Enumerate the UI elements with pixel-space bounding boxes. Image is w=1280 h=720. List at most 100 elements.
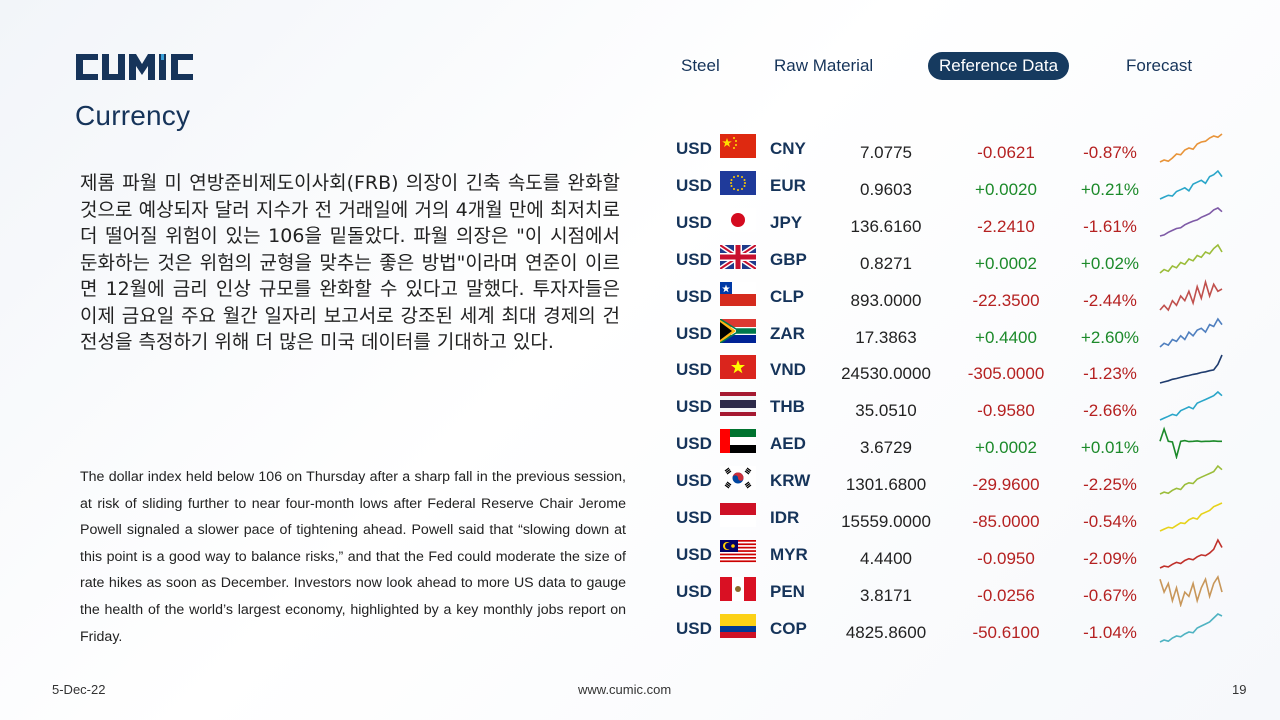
currency-code: CNY bbox=[770, 139, 806, 158]
footer-website[interactable]: www.cumic.com bbox=[578, 682, 672, 697]
currency-code: JPY bbox=[770, 212, 803, 232]
currency-row-eur: USD EUR 0.9603 +0.0020 +0.21% bbox=[676, 167, 1236, 203]
currency-row-myr: USD MYR 4.4400 -0.0950 -2.09% bbox=[676, 536, 1236, 572]
korea-flag-icon bbox=[720, 466, 756, 491]
base-currency: USD bbox=[676, 323, 712, 343]
sparkline-myr bbox=[1159, 538, 1223, 569]
exchange-rate: 4825.8600 bbox=[845, 622, 927, 642]
china-flag-icon bbox=[720, 134, 756, 158]
nav-forecast[interactable]: Forecast bbox=[1126, 56, 1193, 75]
currency-row-zar: USD ZAR 17.3863 +0.4400 +2.60% bbox=[676, 315, 1236, 351]
exchange-rate: 0.9603 bbox=[860, 179, 912, 199]
sparkline-pen bbox=[1159, 574, 1223, 607]
sparkline-vnd bbox=[1159, 355, 1223, 385]
percent-change: +0.21% bbox=[1080, 179, 1140, 199]
rate-change: -22.3500 bbox=[972, 290, 1040, 310]
rate-change: -0.0256 bbox=[977, 585, 1035, 605]
rate-change: -29.9600 bbox=[972, 475, 1040, 495]
percent-change: -1.23% bbox=[1083, 364, 1137, 384]
uk-flag-icon bbox=[720, 244, 756, 269]
exchange-rate: 136.6160 bbox=[850, 216, 922, 236]
sparkline-krw bbox=[1159, 464, 1223, 495]
currency-code: GBP bbox=[770, 249, 807, 269]
percent-change: -0.54% bbox=[1083, 512, 1137, 531]
currency-row-aed: USD AED 3.6729 +0.0002 +0.01% bbox=[676, 425, 1236, 461]
sparkline-line bbox=[1159, 317, 1223, 348]
eu-flag-icon bbox=[720, 170, 756, 195]
exchange-rate: 7.0775 bbox=[860, 143, 912, 162]
indonesia-flag-icon bbox=[720, 503, 756, 527]
currency-code: EUR bbox=[770, 175, 806, 195]
base-currency: USD bbox=[676, 508, 712, 527]
page-number: 19 bbox=[1232, 682, 1247, 697]
sparkline-thb bbox=[1159, 391, 1223, 422]
currency-row-krw: USD KRW 1301.6800 -29.9600 -2.25% bbox=[676, 462, 1236, 498]
sparkline-cop bbox=[1159, 612, 1223, 643]
sparkline-line bbox=[1159, 538, 1223, 569]
rate-change: -0.9580 bbox=[977, 401, 1035, 421]
korean-summary: 제롬 파월 미 연방준비제도이사회(FRB) 의장이 긴축 속도를 완화할 것으… bbox=[80, 172, 620, 353]
base-currency: USD bbox=[676, 360, 712, 380]
uae-flag-icon bbox=[720, 429, 756, 454]
percent-change: -2.66% bbox=[1083, 401, 1137, 421]
currency-row-cop: USD COP 4825.8600 -50.6100 -1.04% bbox=[676, 610, 1236, 646]
sparkline-line bbox=[1159, 133, 1223, 163]
rate-change: +0.0002 bbox=[975, 253, 1037, 273]
rate-change: +0.0020 bbox=[975, 179, 1037, 199]
currency-code: KRW bbox=[770, 471, 811, 491]
base-currency: USD bbox=[676, 139, 712, 158]
nav-raw-material[interactable]: Raw Material bbox=[774, 56, 874, 75]
sparkline-line bbox=[1159, 464, 1223, 495]
exchange-rate: 893.0000 bbox=[850, 290, 922, 310]
rate-change: -305.0000 bbox=[967, 364, 1045, 384]
sparkline-line bbox=[1159, 355, 1223, 385]
colombia-flag-icon bbox=[720, 613, 756, 638]
percent-change: -0.67% bbox=[1083, 585, 1137, 605]
currency-code: AED bbox=[770, 434, 806, 454]
base-currency: USD bbox=[676, 544, 712, 564]
nav-steel[interactable]: Steel bbox=[681, 56, 720, 75]
exchange-rate: 3.8171 bbox=[860, 585, 912, 605]
base-currency: USD bbox=[676, 175, 712, 195]
currency-row-cny: USD CNY 7.0775 -0.0621 -0.87% bbox=[676, 130, 1236, 166]
rate-change: -0.0950 bbox=[977, 548, 1035, 568]
currency-code: MYR bbox=[770, 544, 808, 564]
percent-change: -0.87% bbox=[1083, 143, 1137, 162]
peru-flag-icon bbox=[720, 576, 756, 601]
rate-change: +0.0002 bbox=[975, 438, 1037, 458]
south-africa-flag-icon bbox=[720, 318, 756, 343]
currency-code: COP bbox=[770, 618, 807, 638]
currency-row-thb: USD THB 35.0510 -0.9580 -2.66% bbox=[676, 388, 1236, 424]
japan-flag-icon bbox=[720, 207, 756, 232]
sparkline-zar bbox=[1159, 317, 1223, 348]
rate-change: +0.4400 bbox=[975, 327, 1037, 347]
exchange-rate: 4.4400 bbox=[860, 548, 912, 568]
sparkline-cny bbox=[1159, 133, 1223, 163]
currency-row-gbp: USD GBP 0.8271 +0.0002 +0.02% bbox=[676, 241, 1236, 277]
chile-flag-icon bbox=[720, 281, 756, 306]
base-currency: USD bbox=[676, 286, 712, 306]
nav-reference-data[interactable]: Reference Data bbox=[928, 52, 1070, 80]
currency-row-vnd: USD VND 24530.0000 -305.0000 -1.23% bbox=[676, 351, 1236, 387]
base-currency: USD bbox=[676, 581, 712, 601]
currency-row-clp: USD CLP 893.0000 -22.3500 -2.44% bbox=[676, 278, 1236, 314]
english-summary: The dollar index held below 106 on Thurs… bbox=[80, 469, 626, 645]
exchange-rate: 35.0510 bbox=[855, 401, 917, 421]
rate-change: -2.2410 bbox=[977, 216, 1035, 236]
sparkline-line bbox=[1159, 612, 1223, 643]
page-title: Currency bbox=[75, 100, 191, 131]
sparkline-line bbox=[1159, 206, 1223, 237]
base-currency: USD bbox=[676, 618, 712, 638]
top-nav: Steel Raw Material Reference Data Foreca… bbox=[0, 52, 1280, 82]
sparkline-gbp bbox=[1159, 243, 1223, 274]
currency-code: PEN bbox=[770, 581, 805, 601]
footer-date: 5-Dec-22 bbox=[52, 682, 106, 697]
sparkline-line bbox=[1159, 243, 1223, 274]
exchange-rate: 0.8271 bbox=[860, 253, 912, 273]
exchange-rate: 24530.0000 bbox=[841, 364, 931, 384]
sparkline-line bbox=[1159, 278, 1223, 312]
cumic-logo bbox=[76, 54, 193, 80]
sparkline-jpy bbox=[1159, 206, 1223, 237]
currency-code: CLP bbox=[770, 286, 804, 306]
rate-change: -0.0621 bbox=[977, 143, 1035, 162]
